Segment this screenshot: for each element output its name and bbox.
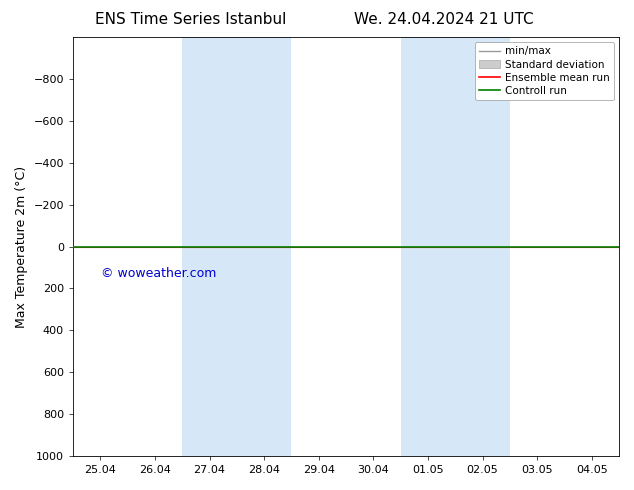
Text: We. 24.04.2024 21 UTC: We. 24.04.2024 21 UTC [354, 12, 534, 27]
Bar [182, 37, 292, 456]
Legend: min/max, Standard deviation, Ensemble mean run, Controll run: min/max, Standard deviation, Ensemble me… [475, 42, 614, 100]
Bar [401, 37, 510, 456]
Y-axis label: Max Temperature 2m (°C): Max Temperature 2m (°C) [15, 166, 28, 328]
Text: © woweather.com: © woweather.com [101, 268, 217, 280]
Text: ENS Time Series Istanbul: ENS Time Series Istanbul [94, 12, 286, 27]
